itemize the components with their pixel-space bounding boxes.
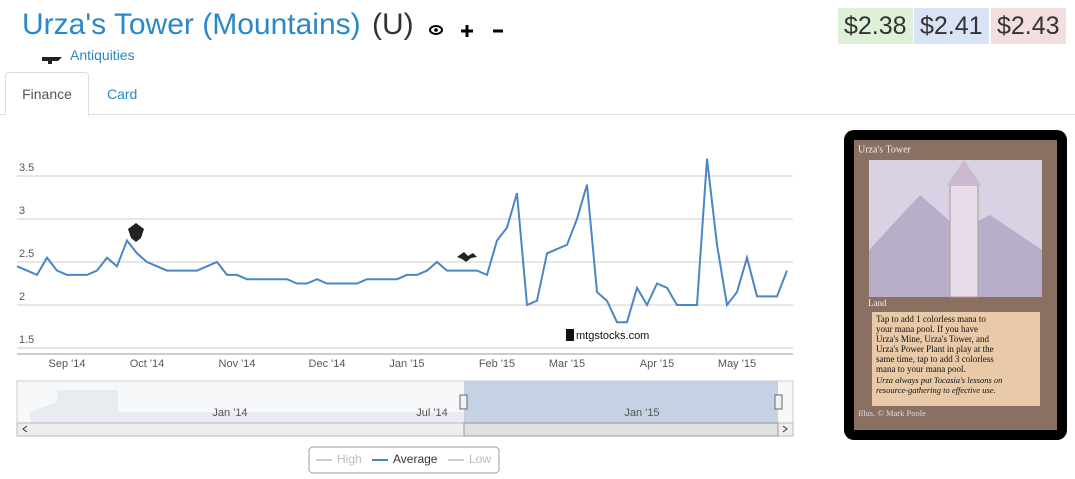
- watch-pupil: [434, 28, 438, 32]
- navigator-label: Jul '14: [416, 407, 447, 419]
- legend-item[interactable]: Average: [393, 452, 438, 466]
- card-title[interactable]: Urza's Tower (Mountains): [22, 8, 361, 41]
- navigator-handle[interactable]: [774, 394, 783, 410]
- x-tick-label: Nov '14: [219, 358, 256, 370]
- icons: [42, 25, 503, 262]
- x-tick-label: Feb '15: [479, 358, 515, 370]
- set-icon: [42, 57, 62, 64]
- price-line: [16, 158, 788, 324]
- add-icon[interactable]: [461, 25, 473, 37]
- card-art-tower: [949, 184, 979, 298]
- set-marker: [457, 252, 477, 262]
- card-art-roof: [947, 160, 981, 185]
- card-rules: mana to your mana pool.: [876, 364, 966, 374]
- tab-finance[interactable]: Finance: [5, 72, 89, 116]
- card-illustrator: Illus. © Mark Poole: [858, 408, 926, 418]
- card-textbox: [872, 312, 1040, 406]
- watch-icon[interactable]: [429, 25, 443, 35]
- y-tick-label: 2: [19, 291, 25, 303]
- legend-item[interactable]: Low: [469, 452, 491, 466]
- x-tick-label: Apr '15: [640, 358, 675, 370]
- watermark-icon: [566, 329, 574, 341]
- price-low: $2.38: [838, 8, 913, 44]
- rarity: (U): [372, 8, 414, 41]
- card-image: [844, 130, 1067, 440]
- watermark: mtgstocks.com: [576, 330, 649, 342]
- set-link[interactable]: Antiquities: [70, 47, 135, 63]
- legend-item[interactable]: High: [337, 452, 362, 466]
- x-tick-label: May '15: [718, 358, 756, 370]
- x-tick-label: Dec '14: [309, 358, 346, 370]
- navigator-area: [30, 390, 465, 423]
- card-rules: Tap to add 1 colorless mana to: [876, 314, 986, 324]
- y-tick-label: 3: [19, 205, 25, 217]
- tab-rule: [0, 114, 1075, 115]
- x-tick-label: Sep '14: [49, 358, 86, 370]
- card-type: Land: [868, 298, 887, 308]
- x-tick-label: Mar '15: [549, 358, 585, 370]
- y-tick-label: 1.5: [19, 334, 34, 346]
- card-rules: your mana pool. If you have: [876, 324, 978, 334]
- navigator-label: Jan '15: [624, 407, 659, 419]
- navigator-handle[interactable]: [459, 394, 468, 410]
- navigator-label: Jan '14: [212, 407, 247, 419]
- card-flavor: resource-gathering to effective use.: [876, 385, 996, 395]
- x-tick-label: Jan '15: [389, 358, 424, 370]
- price-avg: $2.41: [914, 8, 989, 44]
- card-rules: same time, tap to add 3 colorless: [876, 354, 994, 364]
- scrollbar-thumb[interactable]: [463, 422, 779, 437]
- y-tick-label: 2.5: [19, 248, 34, 260]
- set-marker: [128, 223, 144, 242]
- scroll-arrows[interactable]: [22, 425, 788, 433]
- y-tick-label: 3.5: [19, 162, 34, 174]
- navigator: [16, 380, 794, 437]
- navigator-selection[interactable]: [464, 381, 778, 423]
- card-flavor: Urza always put Tocasia's lessons on: [876, 375, 1002, 385]
- card-rules: Urza's Power Plant in play at the: [876, 344, 994, 354]
- card-rules: Urza's Mine, Urza's Tower, and: [876, 334, 990, 344]
- x-tick-label: Oct '14: [130, 358, 165, 370]
- card-name: Urza's Tower: [858, 144, 912, 155]
- price-high: $2.43: [991, 8, 1066, 44]
- legend-box: [308, 446, 500, 474]
- tab-card[interactable]: Card: [107, 86, 138, 102]
